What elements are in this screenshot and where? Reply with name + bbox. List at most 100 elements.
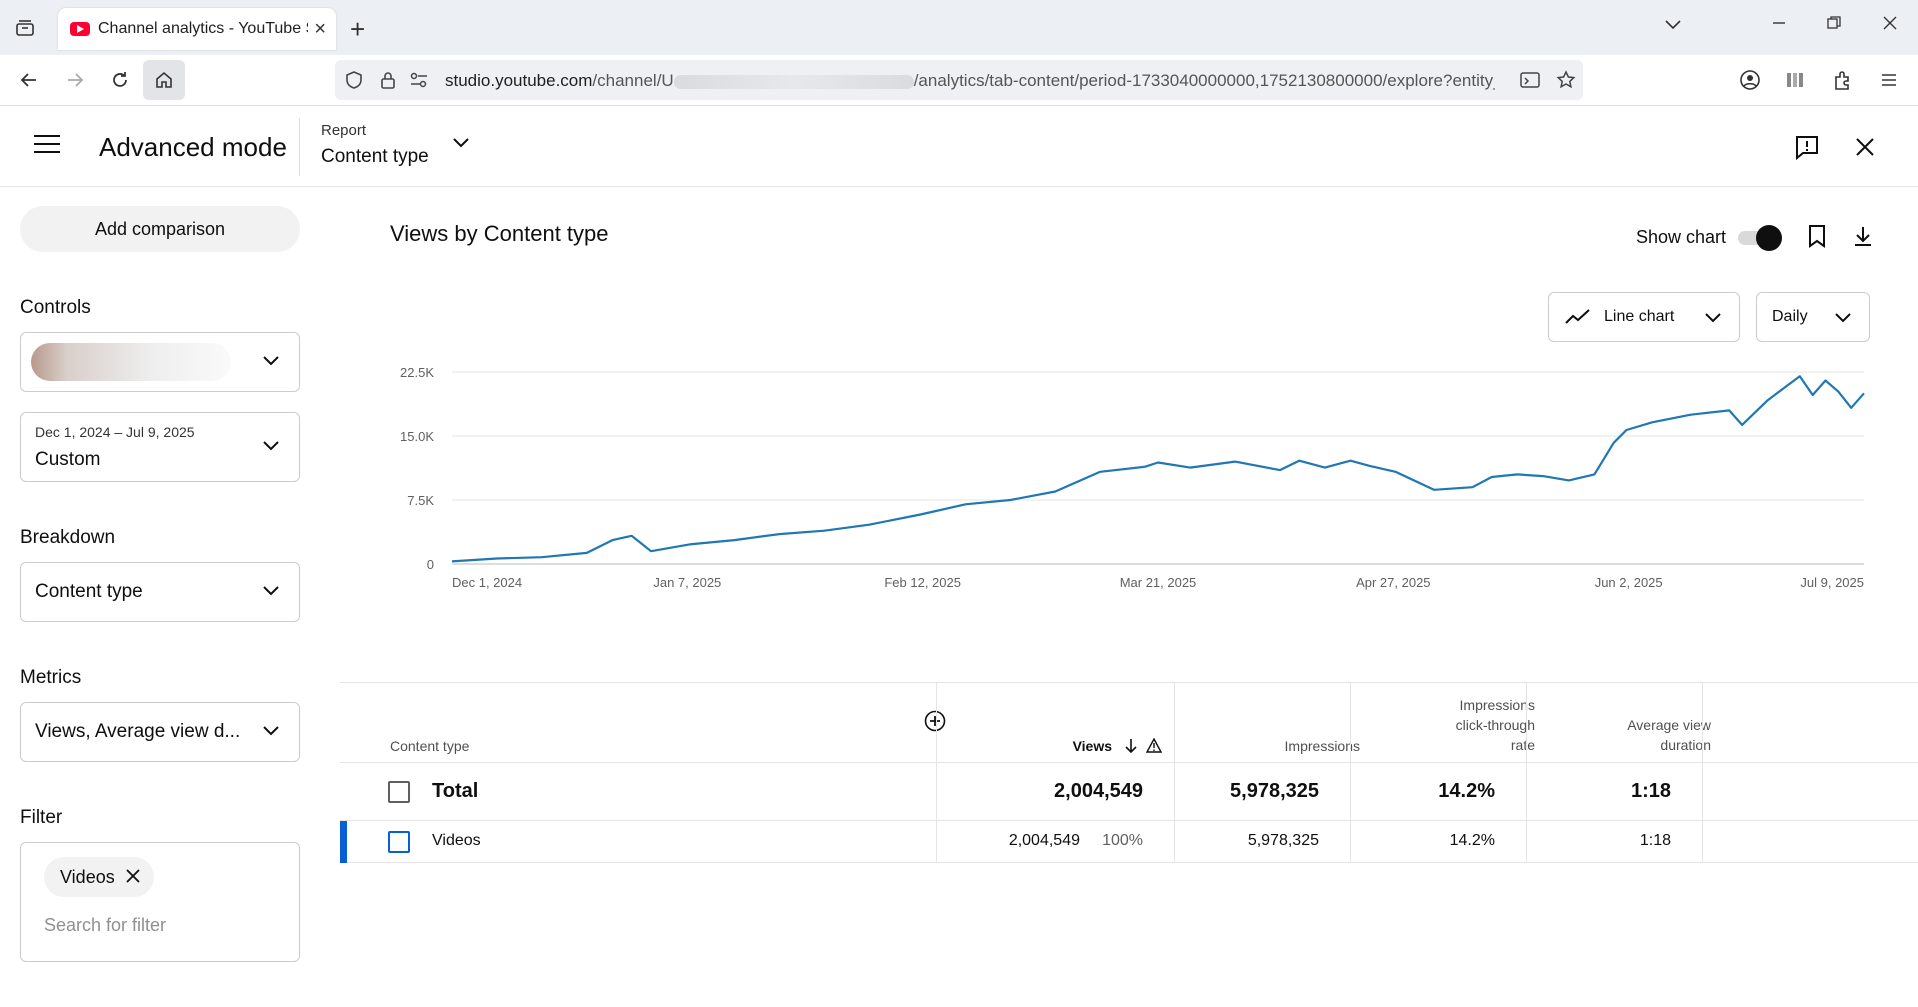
chevron-down-icon[interactable] (452, 136, 470, 154)
url-redacted (673, 74, 914, 89)
restore-icon[interactable] (1826, 14, 1842, 37)
filter-search-input[interactable]: Search for filter (44, 915, 167, 935)
url-suffix: /analytics/tab-content/period-1733040000… (913, 71, 1495, 90)
row-avd: 1:18 (1639, 832, 1671, 849)
series-line[interactable] (451, 375, 1865, 563)
tab-list-icon[interactable] (10, 15, 40, 41)
reader-view-icon[interactable] (1519, 69, 1541, 91)
column-divider (936, 763, 937, 863)
col-header-avd[interactable]: Average view duration (1540, 715, 1711, 755)
forward-icon[interactable] (60, 65, 90, 95)
x-tick-label: Jan 7, 2025 (653, 575, 721, 590)
metrics-select[interactable]: Views, Average view d... (20, 702, 300, 762)
tracking-protection-icon[interactable] (343, 69, 365, 91)
home-icon[interactable] (143, 60, 185, 100)
y-tick-label: 7.5K (407, 493, 434, 508)
x-tick-label: Jul 9, 2025 (1800, 575, 1864, 590)
col-header-ctr-line1: Impressions (1459, 697, 1535, 713)
controls-label: Controls (20, 297, 91, 318)
youtube-favicon-icon (70, 22, 90, 36)
date-range-select[interactable]: Dec 1, 2024 – Jul 9, 2025 Custom (20, 412, 300, 482)
bookmark-star-icon[interactable] (1555, 69, 1577, 91)
window-close-icon[interactable] (1882, 14, 1898, 37)
add-column-icon[interactable] (924, 710, 946, 737)
header-divider (299, 118, 300, 176)
browser-tab-bar: Channel analytics - YouTube Studio × + (0, 0, 1918, 55)
chevron-down-icon (263, 726, 279, 736)
feedback-icon[interactable] (1794, 134, 1820, 165)
x-tick-label: Feb 12, 2025 (884, 575, 961, 590)
url-prefix: /channel/U (592, 71, 674, 90)
breakdown-select[interactable]: Content type (20, 562, 300, 622)
filter-label: Filter (20, 807, 63, 828)
col-header-views[interactable]: Views (1072, 738, 1112, 754)
series-color-marker (340, 821, 347, 863)
add-comparison-button[interactable]: Add comparison (20, 206, 300, 252)
chart-type-select[interactable]: Line chart (1548, 292, 1740, 342)
column-divider (1702, 682, 1703, 862)
back-icon[interactable] (14, 65, 44, 95)
col-header-ctr-line3: rate (1510, 737, 1535, 753)
breakdown-value: Content type (35, 581, 143, 602)
reload-icon[interactable] (105, 65, 135, 95)
download-icon[interactable] (1852, 225, 1874, 252)
metrics-label: Metrics (20, 667, 82, 688)
chevron-down-icon (263, 586, 279, 596)
lock-icon[interactable] (377, 69, 399, 91)
bookmark-icon[interactable] (1806, 224, 1828, 253)
channel-select[interactable] (20, 332, 300, 392)
total-avd: 1:18 (1630, 780, 1671, 802)
y-tick-label: 0 (427, 557, 434, 572)
address-bar[interactable]: studio.youtube.com/channel/U/analytics/t… (335, 60, 1583, 100)
column-divider (936, 682, 937, 763)
chart-grid (452, 371, 1864, 565)
filter-chip-label: Videos (60, 866, 115, 887)
show-chart-label: Show chart (1636, 227, 1727, 247)
column-divider (1526, 682, 1527, 862)
report-select-value[interactable]: Content type (321, 146, 429, 167)
controls-sidebar: Add comparison Controls Dec 1, 2024 – Ju… (0, 187, 320, 1007)
new-tab-icon[interactable]: + (350, 14, 366, 44)
col-header-ctr[interactable]: Impressions click-through rate (1380, 695, 1535, 755)
close-icon[interactable] (1854, 136, 1876, 163)
list-all-tabs-icon[interactable] (1664, 14, 1682, 37)
report-label: Report (321, 122, 367, 139)
chevron-down-icon (263, 441, 279, 451)
row-ctr: 14.2% (1449, 832, 1495, 849)
url-text: studio.youtube.com/channel/U/analytics/t… (445, 71, 1495, 91)
page-title: Advanced mode (99, 132, 287, 162)
sort-descending-icon[interactable] (1124, 738, 1138, 759)
show-chart-toggle[interactable] (1738, 225, 1782, 251)
hamburger-menu-icon[interactable] (34, 135, 60, 155)
minimize-icon[interactable] (1771, 14, 1787, 37)
col-header-content-type[interactable]: Content type (390, 738, 470, 754)
avatar (31, 343, 231, 381)
chip-remove-icon[interactable] (124, 867, 142, 885)
library-icon[interactable] (1783, 67, 1809, 93)
row-impressions: 5,978,325 (1247, 832, 1319, 849)
browser-navbar: studio.youtube.com/channel/U/analytics/t… (0, 55, 1918, 106)
col-header-ctr-line2: click-through (1455, 717, 1535, 733)
total-ctr: 14.2% (1438, 780, 1495, 802)
col-header-impressions[interactable]: Impressions (1284, 738, 1360, 754)
table-row[interactable]: Videos 2,004,549 100% 5,978,325 14.2% 1:… (340, 821, 1918, 863)
warning-icon[interactable] (1145, 737, 1163, 758)
site-permissions-icon[interactable] (408, 69, 430, 91)
chart-series (451, 375, 1865, 563)
tab-close-icon[interactable]: × (314, 18, 326, 40)
row-checkbox[interactable] (388, 831, 410, 853)
account-icon[interactable] (1737, 67, 1763, 93)
breakdown-label: Breakdown (20, 527, 116, 548)
col-header-avd-line1: Average view (1627, 717, 1711, 733)
main-panel: Views by Content type Show chart Line ch… (340, 187, 1918, 1007)
x-tick-label: Mar 21, 2025 (1120, 575, 1197, 590)
menu-icon[interactable] (1876, 67, 1902, 93)
total-checkbox[interactable] (388, 781, 410, 803)
table-header-row: Content type Views Impressions Impressio… (340, 682, 1918, 763)
col-header-avd-line2: duration (1660, 737, 1711, 753)
chevron-down-icon (1835, 313, 1851, 323)
browser-tab-active[interactable]: Channel analytics - YouTube Studio × (58, 8, 336, 50)
period-select[interactable]: Daily (1756, 292, 1870, 342)
filter-chip[interactable]: Videos (44, 857, 154, 897)
extensions-icon[interactable] (1830, 67, 1856, 93)
